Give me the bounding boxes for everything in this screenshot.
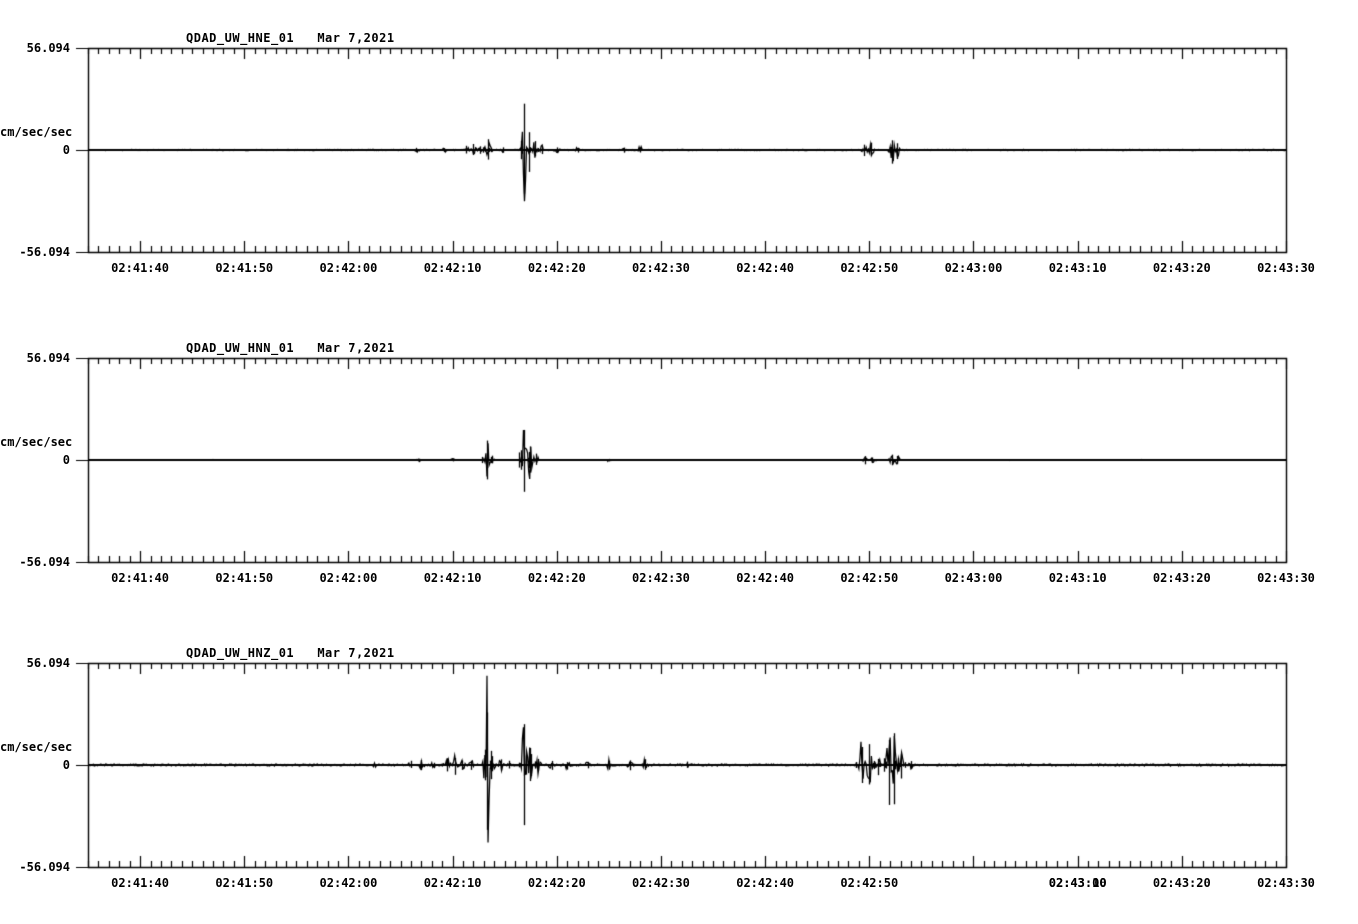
waveform-plot-panel-hnz[interactable] (48, 623, 1326, 907)
waveform-plot-panel-hne[interactable] (48, 8, 1326, 292)
waveform-plot-panel-hnn[interactable] (48, 318, 1326, 602)
